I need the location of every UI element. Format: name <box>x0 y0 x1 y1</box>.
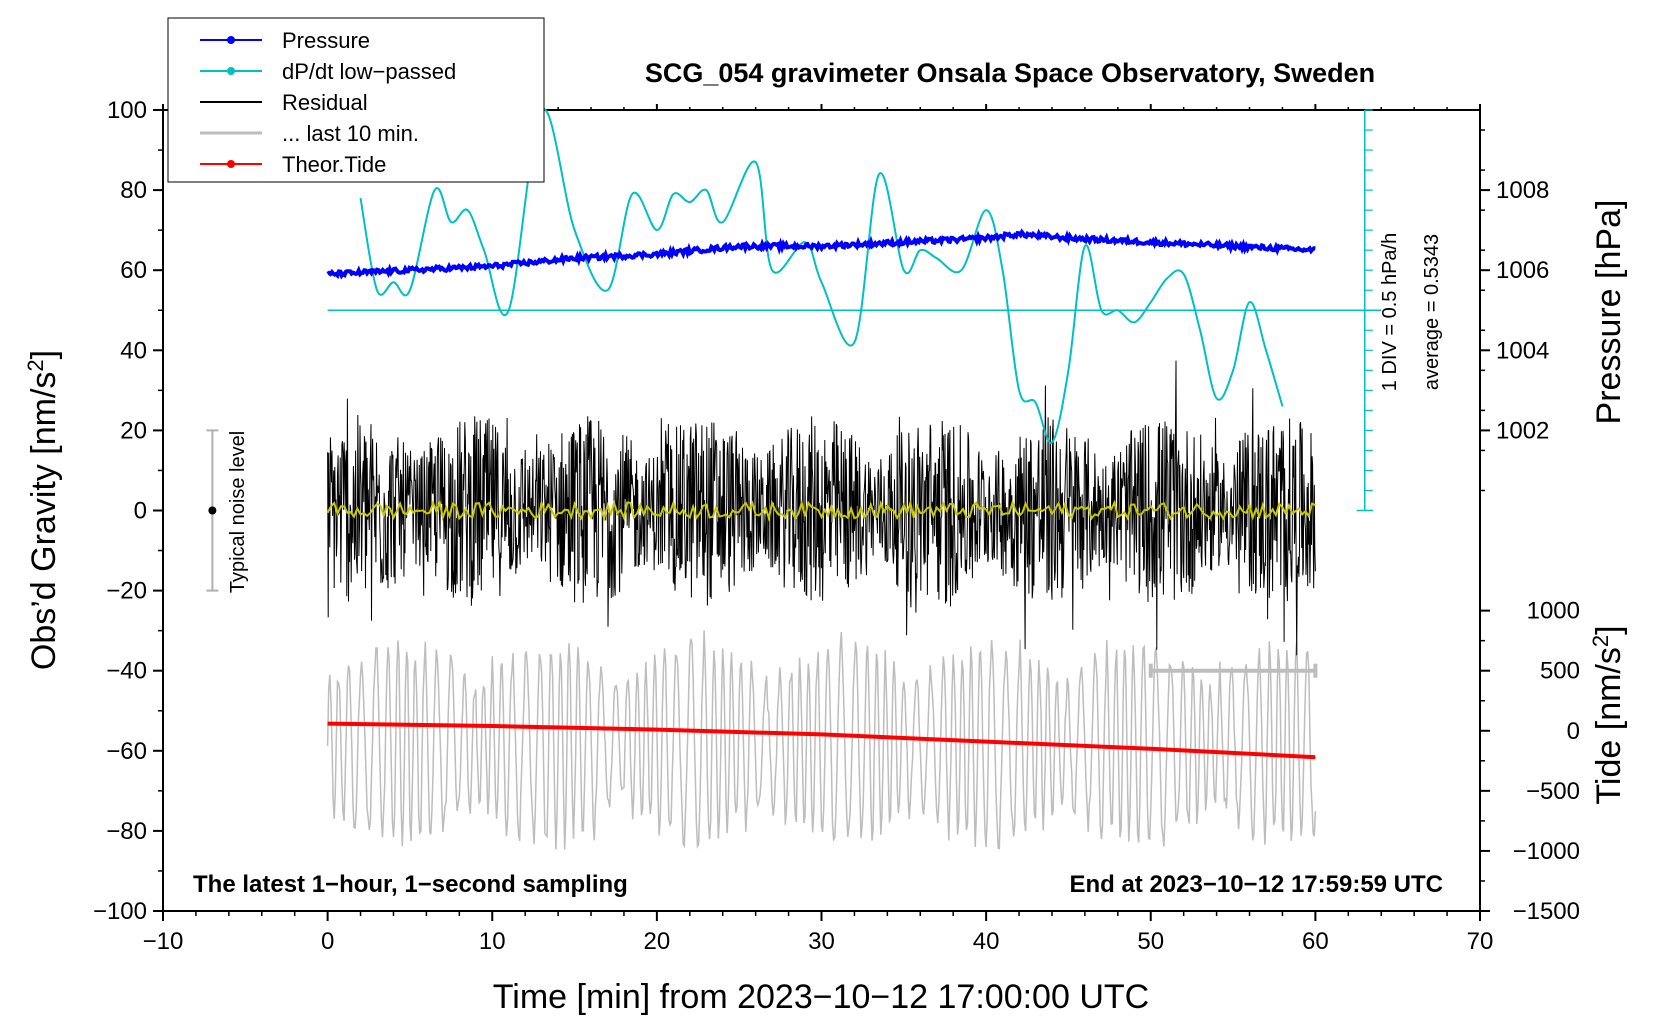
legend-label: Residual <box>282 90 368 115</box>
chart-title: SCG_054 gravimeter Onsala Space Observat… <box>645 58 1375 88</box>
pressure-tick-label: 1008 <box>1496 177 1549 204</box>
legend-marker <box>227 36 235 44</box>
axis-ticks: −10 0 10 20 30 40 50 60 70−100−80−60−40−20020406… <box>93 97 1580 955</box>
y-label-left-close: ] <box>25 350 63 359</box>
y-tick-label: 20 <box>120 417 147 444</box>
y-tick-label: 40 <box>120 337 147 364</box>
pressure-line <box>326 228 1316 280</box>
last-10-min-line <box>326 630 1317 850</box>
y-tick-label: −80 <box>106 818 147 845</box>
y-axis-label-left: Obs’d Gravity [nm/s2] <box>23 350 64 670</box>
legend-box <box>167 17 545 183</box>
x-tick-label: −10 <box>143 928 184 955</box>
x-tick-label: 70 <box>1467 928 1494 955</box>
y-tick-label: 60 <box>120 257 147 284</box>
y-label-left-sup: 2 <box>23 359 48 371</box>
y-tick-label: 100 <box>107 97 147 124</box>
dpdt-average-label: average = 0.5343 <box>1421 234 1443 390</box>
pressure-tick-label: 1004 <box>1496 337 1549 364</box>
y-tick-label: −60 <box>106 738 147 765</box>
pressure-tick-label: 1006 <box>1496 257 1549 284</box>
y-tick-label: 0 <box>134 498 147 525</box>
noise-bar-dot <box>208 506 217 515</box>
x-tick-label: 20 <box>644 928 671 955</box>
dpdt-div-label: 1 DIV = 0.5 hPa/h <box>1379 233 1401 391</box>
legend-label: dP/dt low−passed <box>282 59 456 84</box>
noise-level-label: Typical noise level <box>227 431 249 593</box>
y-label-tide-close: ] <box>1590 625 1628 634</box>
y-tick-label: −20 <box>106 578 147 605</box>
y-label-tide-main: Tide [nm/s <box>1590 647 1628 804</box>
tide-tick-label: 0 <box>1567 718 1580 745</box>
tide-tick-label: −1000 <box>1513 838 1580 865</box>
tide-tick-label: 500 <box>1540 658 1580 685</box>
series-layer <box>326 107 1382 850</box>
residual-smoothed-line <box>326 498 1316 523</box>
legend-marker <box>227 160 235 168</box>
x-tick-label: 40 <box>973 928 1000 955</box>
legend-label: Pressure <box>282 28 370 53</box>
y-label-tide-sup: 2 <box>1588 635 1613 647</box>
y-tick-label: −100 <box>93 898 147 925</box>
tide-tick-label: 1000 <box>1527 598 1580 625</box>
legend: Pressure dP/dt low−passed Residual ... last… <box>167 17 545 183</box>
residual-line <box>327 360 1316 656</box>
legend-label: Theor.Tide <box>282 152 386 177</box>
y-tick-label: −40 <box>106 658 147 685</box>
x-tick-label: 30 <box>808 928 835 955</box>
annotation-bottom-right: End at 2023−10−12 17:59:59 UTC <box>1069 871 1443 898</box>
pressure-tick-label: 1002 <box>1496 417 1549 444</box>
y-axis-label-pressure: Pressure [hPa] <box>1590 200 1628 425</box>
annotation-bottom-left: The latest 1−hour, 1−second sampling <box>193 871 628 898</box>
tide-tick-label: −500 <box>1526 778 1580 805</box>
legend-label: ... last 10 min. <box>282 121 419 146</box>
dpdt-line <box>359 107 1284 444</box>
y-tick-label: 80 <box>120 177 147 204</box>
legend-marker <box>227 67 235 75</box>
x-axis-label: Time [min] from 2023−10−12 17:00:00 UTC <box>493 978 1149 1016</box>
tide-tick-label: −1500 <box>1513 898 1580 925</box>
x-tick-label: 10 <box>479 928 506 955</box>
theor-tide-line <box>327 721 1316 760</box>
overlay-layer <box>206 109 1373 678</box>
x-tick-label: 0 <box>321 928 334 955</box>
x-tick-label: 50 <box>1137 928 1164 955</box>
x-tick-label: 60 <box>1302 928 1329 955</box>
y-axis-label-tide: Tide [nm/s2] <box>1588 625 1629 804</box>
y-label-left-main: Obs’d Gravity [nm/s <box>25 372 63 671</box>
